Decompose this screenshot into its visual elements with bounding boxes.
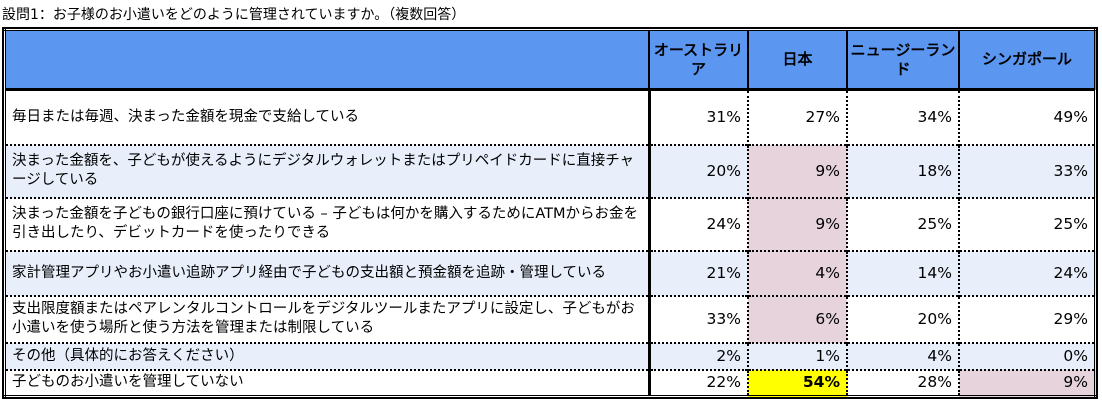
value-cell: 2% xyxy=(648,341,748,370)
value-cell: 54% xyxy=(747,368,847,397)
table-row: 決まった金額を、子どもが使えるようにデジタルウォレットまたはプリペイドカードに直… xyxy=(4,143,1096,198)
value-cell: 33% xyxy=(958,143,1096,198)
row-label: 家計管理アプリやお小遣い追跡アプリ経由で子どもの支出額と預金額を追跡・管理してい… xyxy=(4,249,651,296)
row-label: その他（具体的にお答えください） xyxy=(4,341,651,370)
header-row: オーストラリア 日本 ニュージーランド シンガポール xyxy=(4,29,1096,91)
value-cell: 9% xyxy=(747,143,847,198)
header-new-zealand: ニュージーランド xyxy=(846,29,959,91)
value-cell: 1% xyxy=(747,341,847,370)
value-cell: 31% xyxy=(648,89,748,145)
header-japan: 日本 xyxy=(747,29,847,91)
value-cell: 18% xyxy=(846,143,959,198)
survey-table: オーストラリア 日本 ニュージーランド シンガポール 毎日または毎週、決まった金… xyxy=(2,27,1098,399)
table-row: 決まった金額を子どもの銀行口座に預けている – 子どもは何かを購入するためにAT… xyxy=(4,196,1096,251)
value-cell: 25% xyxy=(958,196,1096,251)
value-cell: 9% xyxy=(747,196,847,251)
row-label: 決まった金額を、子どもが使えるようにデジタルウォレットまたはプリペイドカードに直… xyxy=(4,143,651,198)
value-cell: 22% xyxy=(648,368,748,397)
row-label: 子どものお小遣いを管理していない xyxy=(4,368,651,397)
table-row: 家計管理アプリやお小遣い追跡アプリ経由で子どもの支出額と預金額を追跡・管理してい… xyxy=(4,249,1096,296)
value-cell: 24% xyxy=(958,249,1096,296)
value-cell: 33% xyxy=(648,294,748,343)
value-cell: 34% xyxy=(846,89,959,145)
row-label: 決まった金額を子どもの銀行口座に預けている – 子どもは何かを購入するためにAT… xyxy=(4,196,651,251)
table-row: 子どものお小遣いを管理していない 22% 54% 28% 9% xyxy=(4,368,1096,397)
value-cell: 29% xyxy=(958,294,1096,343)
table-row: 毎日または毎週、決まった金額を現金で支給している 31% 27% 34% 49% xyxy=(4,89,1096,145)
value-cell: 0% xyxy=(958,341,1096,370)
table-row: 支出限度額またはペアレンタルコントロールをデジタルツールまたアプリに設定し、子ど… xyxy=(4,294,1096,343)
value-cell: 6% xyxy=(747,294,847,343)
value-cell: 20% xyxy=(846,294,959,343)
value-cell: 27% xyxy=(747,89,847,145)
question-title: 設問1：お子様のお小遣いをどのように管理されていますか。（複数回答） xyxy=(2,7,466,23)
value-cell: 9% xyxy=(958,368,1096,397)
value-cell: 21% xyxy=(648,249,748,296)
value-cell: 4% xyxy=(747,249,847,296)
header-singapore: シンガポール xyxy=(958,29,1096,91)
header-australia: オーストラリア xyxy=(648,29,748,91)
value-cell: 24% xyxy=(648,196,748,251)
row-label: 毎日または毎週、決まった金額を現金で支給している xyxy=(4,89,651,145)
value-cell: 20% xyxy=(648,143,748,198)
value-cell: 25% xyxy=(846,196,959,251)
value-cell: 4% xyxy=(846,341,959,370)
header-blank xyxy=(4,29,649,91)
value-cell: 14% xyxy=(846,249,959,296)
value-cell: 28% xyxy=(846,368,959,397)
row-label: 支出限度額またはペアレンタルコントロールをデジタルツールまたアプリに設定し、子ど… xyxy=(4,294,651,343)
table-row: その他（具体的にお答えください） 2% 1% 4% 0% xyxy=(4,341,1096,370)
value-cell: 49% xyxy=(958,89,1096,145)
